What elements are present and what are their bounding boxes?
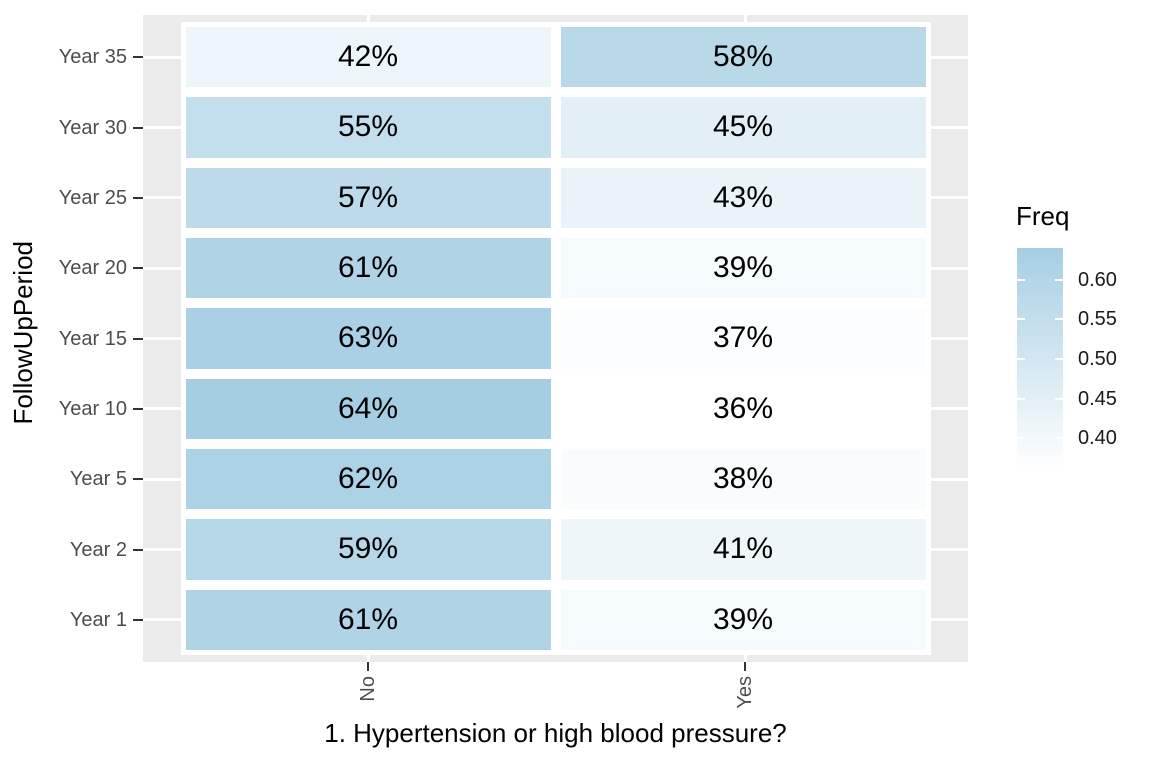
cell-value-label: 45% [712, 110, 774, 144]
cell-value-label: 39% [712, 251, 774, 285]
y-axis-tick-mark [133, 196, 143, 199]
cell-value-label: 59% [337, 532, 399, 566]
cell-value-label: 64% [337, 391, 399, 425]
y-axis-tick-label: Year 10 [58, 397, 127, 420]
legend-tick-mark [1017, 358, 1025, 360]
legend-tick-label: 0.40 [1078, 427, 1117, 450]
legend-tick-label: 0.60 [1078, 268, 1117, 291]
x-axis-tick-label: Yes [734, 676, 756, 709]
heatmap-cell: 61% [180, 233, 556, 304]
heatmap-cell: 39% [555, 584, 931, 655]
heatmap-cell: 41% [555, 514, 931, 585]
cell-value-label: 62% [337, 462, 399, 496]
x-axis-tick-mark [367, 662, 369, 671]
cell-value-label: 36% [712, 391, 774, 425]
cell-value-label: 55% [337, 110, 399, 144]
cell-value-label: 39% [712, 602, 774, 636]
heatmap-cell: 58% [555, 22, 931, 93]
heatmap-cell: 45% [555, 92, 931, 163]
legend-tick-label: 0.50 [1078, 348, 1117, 370]
legend-title: Freq [1016, 201, 1070, 231]
heatmap-cell: 42% [180, 22, 556, 93]
cell-value-label: 38% [712, 462, 774, 496]
cell-value-label: 61% [337, 602, 399, 636]
legend-tick-mark [1017, 278, 1025, 281]
heatmap-cell: 64% [180, 373, 556, 444]
y-axis-tick-label: Year 5 [69, 468, 127, 491]
heatmap-cell: 37% [555, 303, 931, 374]
cell-value-label: 61% [337, 251, 399, 285]
legend-tick-mark [1055, 278, 1063, 281]
y-axis-tick-label: Year 30 [58, 116, 127, 139]
heatmap-cell: 39% [555, 233, 931, 304]
heatmap-cell: 62% [180, 444, 556, 515]
plot-panel: 42% 58% 55% 45% 57% 43% 61% 39% 63% 37% 64% 36% 62% 3… [143, 15, 968, 662]
y-axis-tick-mark [133, 126, 143, 129]
legend-tick-mark [1017, 397, 1025, 400]
heatmap-cell: 61% [180, 584, 556, 655]
y-axis-tick-mark [133, 267, 143, 270]
heatmap-cell: 55% [180, 92, 556, 163]
legend-tick-mark [1017, 318, 1025, 321]
y-axis-tick-label: Year 15 [58, 327, 127, 350]
y-axis-tick-label: Year 35 [58, 46, 127, 69]
x-axis-tick-mark [744, 662, 746, 671]
y-axis-tick-mark [133, 56, 143, 59]
legend-tick-mark [1055, 397, 1063, 400]
legend-tick-mark [1017, 437, 1025, 440]
legend-tick-mark [1055, 437, 1063, 440]
y-axis-tick-label: Year 20 [58, 257, 127, 280]
y-axis-tick-mark [133, 337, 143, 340]
cell-value-label: 63% [337, 321, 399, 355]
x-axis-title: 1. Hypertension or high blood pressure? [324, 718, 787, 748]
y-axis-tick-label: Year 1 [69, 608, 127, 631]
heatmap-cell: 63% [180, 303, 556, 374]
y-axis-title: FollowUpPeriod [8, 241, 38, 425]
y-axis-tick-label: Year 2 [69, 538, 127, 561]
y-axis-tick-mark [133, 548, 143, 551]
y-axis-tick-label: Year 25 [58, 186, 127, 209]
y-axis-tick-mark [133, 618, 143, 621]
cell-value-label: 37% [712, 321, 774, 355]
cell-value-label: 58% [712, 40, 774, 74]
heatmap-cell: 57% [180, 162, 556, 233]
y-axis-tick-mark [133, 407, 143, 410]
cell-value-label: 41% [712, 532, 774, 566]
cell-value-label: 43% [712, 180, 774, 214]
heatmap-cell: 38% [555, 444, 931, 515]
legend-tick-mark [1055, 318, 1063, 321]
heatmap-cell: 43% [555, 162, 931, 233]
legend-tick-label: 0.45 [1078, 387, 1117, 410]
tile-grid: 42% 58% 55% 45% 57% 43% 61% 39% 63% 37% 64% 36% 62% 3… [180, 22, 931, 655]
x-axis-tick-label: No [357, 676, 379, 702]
legend-tick-label: 0.55 [1078, 308, 1117, 331]
cell-value-label: 42% [337, 40, 399, 74]
legend-tick-mark [1055, 358, 1063, 360]
cell-value-label: 57% [337, 180, 399, 214]
heatmap-cell: 59% [180, 514, 556, 585]
heatmap-cell: 36% [555, 373, 931, 444]
y-axis-tick-mark [133, 478, 143, 481]
